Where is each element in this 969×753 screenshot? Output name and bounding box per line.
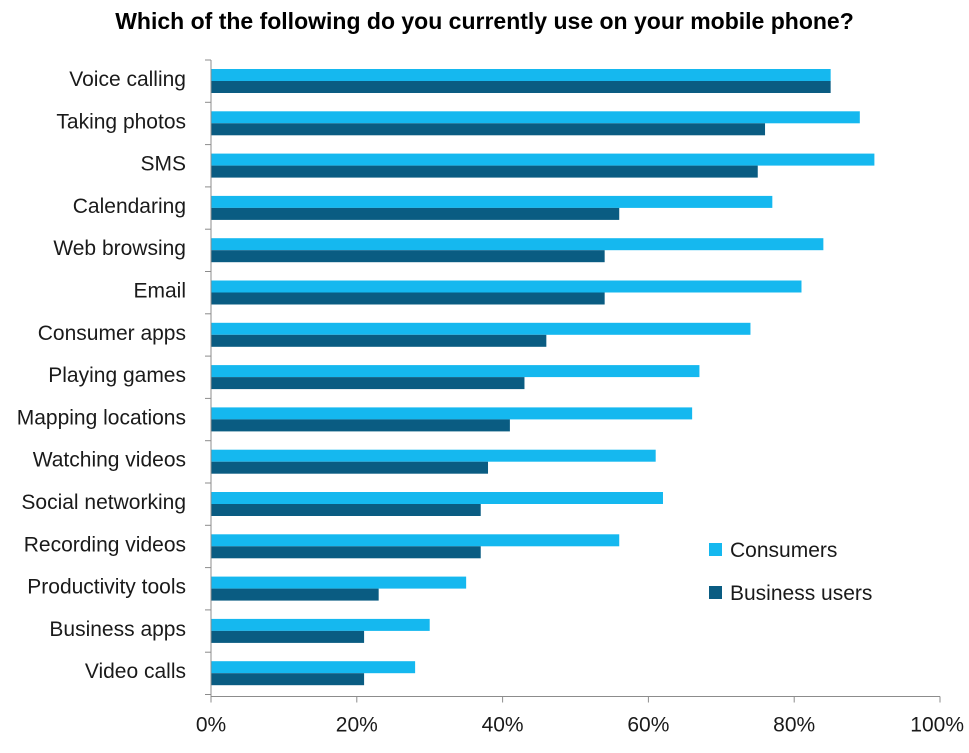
x-tick-label: 100% <box>910 714 964 737</box>
bar-business-users <box>211 630 365 643</box>
bar-business-users <box>211 334 547 347</box>
chart-title: Which of the following do you currently … <box>115 8 854 34</box>
category-label: Video calls <box>85 660 186 683</box>
bar-consumers <box>211 69 831 81</box>
category-label: Taking photos <box>56 110 186 133</box>
bar-business-users <box>211 207 620 220</box>
legend-label: Consumers <box>730 539 837 562</box>
category-label: Social networking <box>21 491 186 514</box>
bar-consumers <box>211 661 416 674</box>
bar-business-users <box>211 250 605 263</box>
legend-swatch-consumers <box>709 543 722 556</box>
bar-consumers <box>211 449 656 462</box>
bar-consumers <box>211 365 700 378</box>
bar-consumers <box>211 322 751 335</box>
bar-business-users <box>211 588 379 601</box>
x-tick-label: 0% <box>196 714 226 737</box>
legend-swatch-business-users <box>709 586 722 599</box>
legend: Consumers Business users <box>709 539 872 605</box>
bar-business-users <box>211 504 481 516</box>
category-label: SMS <box>140 153 186 176</box>
category-label: Business apps <box>49 618 186 641</box>
bar-business-users <box>211 165 758 178</box>
category-label: Email <box>133 280 186 303</box>
x-tick-label: 60% <box>627 714 669 737</box>
x-tick-label: 80% <box>773 714 815 737</box>
category-label: Consumer apps <box>38 322 186 345</box>
category-label: Mapping locations <box>17 406 186 429</box>
category-label: Productivity tools <box>27 576 186 599</box>
bar-consumers <box>211 280 802 293</box>
bar-consumers <box>211 534 620 547</box>
bar-business-users <box>211 419 510 432</box>
category-label: Watching videos <box>33 449 186 472</box>
bar-business-users <box>211 292 605 305</box>
bar-business-users <box>211 546 481 559</box>
bar-business-users <box>211 377 525 390</box>
category-label: Voice calling <box>69 68 186 91</box>
category-labels: Voice calling Taking photos SMS Calendaring… <box>17 68 186 683</box>
axes <box>205 59 940 697</box>
x-tick-label: 20% <box>336 714 378 737</box>
bar-consumers <box>211 492 663 504</box>
bars <box>211 69 875 686</box>
category-label: Web browsing <box>53 237 186 260</box>
bar-business-users <box>211 81 831 93</box>
bar-business-users <box>211 673 365 686</box>
bar-consumers <box>211 195 773 208</box>
legend-label: Business users <box>730 582 872 605</box>
category-label: Playing games <box>48 364 186 387</box>
bar-business-users <box>211 461 489 474</box>
bar-business-users <box>211 123 766 136</box>
bar-consumers <box>211 576 467 589</box>
bar-consumers <box>211 238 824 251</box>
bar-consumers <box>211 407 693 420</box>
x-axis-ticks: 0% 20% 40% 60% 80% 100% <box>196 696 964 737</box>
bar-consumers <box>211 153 875 166</box>
bar-consumers <box>211 618 430 631</box>
x-tick-label: 40% <box>482 714 524 737</box>
category-label: Calendaring <box>73 195 186 218</box>
bar-consumers <box>211 111 860 124</box>
category-label: Recording videos <box>24 533 186 556</box>
